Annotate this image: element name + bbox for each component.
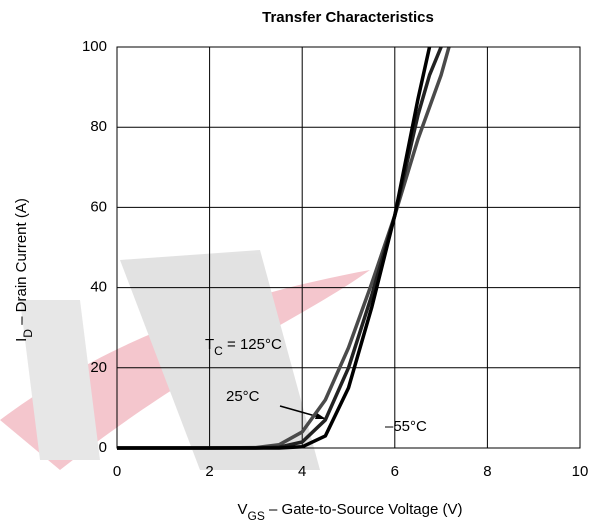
- watermark-shape: [0, 270, 370, 470]
- x-tick-label: 6: [391, 463, 399, 480]
- x-axis-label-main: V: [238, 501, 248, 518]
- series-label: 25°C: [226, 388, 260, 405]
- y-tick-label: 100: [82, 38, 107, 55]
- x-axis-label-sub: GS: [248, 509, 265, 523]
- x-axis-label: VGS – Gate-to-Source Voltage (V): [238, 501, 463, 523]
- y-tick-label: 0: [99, 439, 107, 456]
- series-label-sub: C: [214, 344, 223, 358]
- x-axis-label-rest: – Gate-to-Source Voltage (V): [265, 501, 463, 518]
- y-tick-label: 20: [90, 359, 107, 376]
- y-tick-label: 80: [90, 118, 107, 135]
- y-axis-label-rest: – Drain Current (A): [13, 198, 30, 329]
- plot-border: [116, 46, 581, 449]
- arrow-head: [315, 413, 326, 419]
- x-tick-label: 0: [113, 463, 121, 480]
- y-axis-label-main: I: [13, 338, 30, 342]
- y-tick-label: 40: [90, 279, 107, 296]
- series-label-rest: = 125°C: [223, 336, 282, 353]
- y-tick-label: 60: [90, 198, 107, 215]
- x-tick-label: 8: [483, 463, 491, 480]
- x-tick-label: 2: [205, 463, 213, 480]
- chart-title: Transfer Characteristics: [262, 9, 434, 26]
- y-axis-label-sub: D: [21, 329, 35, 338]
- watermark: [0, 250, 370, 470]
- watermark-shape: [20, 300, 100, 460]
- x-tick-label: 10: [572, 463, 589, 480]
- series-label: –55°C: [385, 418, 427, 435]
- series-label: TC = 125°C: [205, 336, 282, 358]
- y-axis-label: ID – Drain Current (A): [13, 198, 35, 342]
- x-tick-label: 4: [298, 463, 306, 480]
- series-label-main: T: [205, 336, 214, 353]
- watermark-shape: [120, 250, 320, 470]
